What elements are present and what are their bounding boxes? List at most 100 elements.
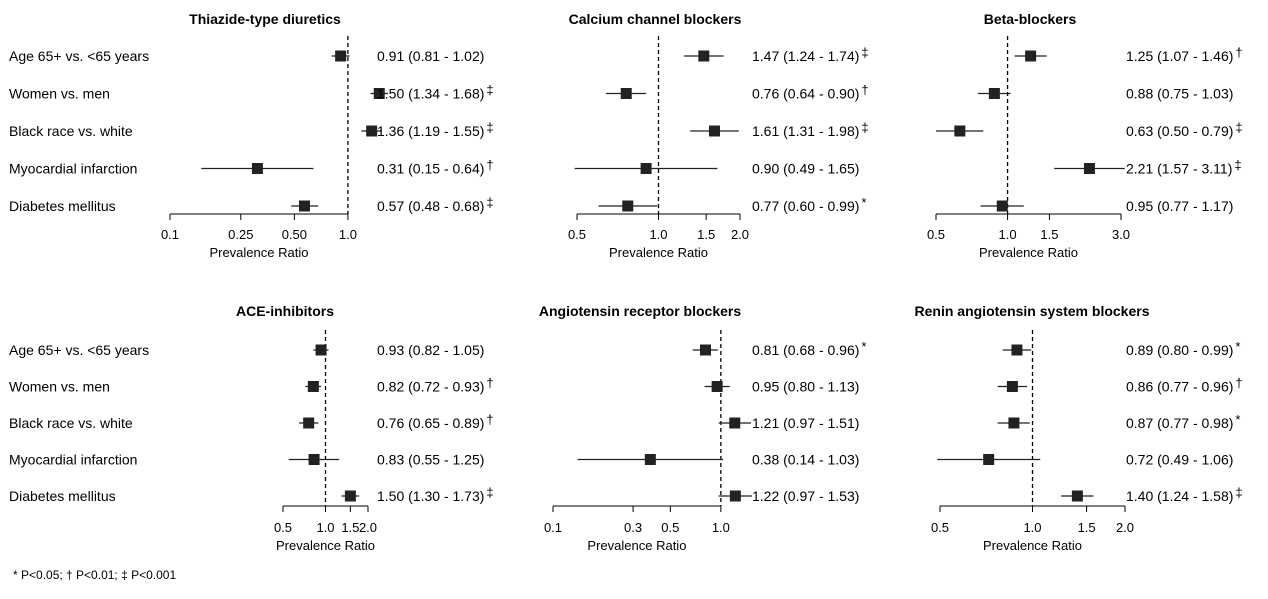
row-label: Black race vs. white bbox=[9, 123, 133, 139]
significance-marker: ‡ bbox=[861, 45, 868, 60]
significance-marker: ‡ bbox=[1235, 485, 1242, 500]
estimate-text: 1.47 (1.24 - 1.74) ‡ bbox=[752, 45, 869, 64]
estimate-text: 0.38 (0.14 - 1.03) bbox=[752, 452, 859, 468]
estimate-marker bbox=[335, 50, 347, 62]
estimate-text: 0.77 (0.60 - 0.99) * bbox=[752, 195, 866, 214]
x-tick-label: 3.0 bbox=[1112, 227, 1130, 242]
estimate-text: 1.25 (1.07 - 1.46) † bbox=[1126, 45, 1243, 64]
estimate-text: 0.95 (0.77 - 1.17) bbox=[1126, 198, 1233, 214]
x-tick-label: 2.0 bbox=[359, 520, 377, 535]
panel-title: Renin angiotensin system blockers bbox=[915, 303, 1150, 319]
estimate-marker bbox=[344, 490, 356, 502]
estimate-text: 0.82 (0.72 - 0.93) † bbox=[377, 376, 494, 395]
x-tick-label: 0.3 bbox=[624, 520, 642, 535]
estimate-marker bbox=[366, 125, 378, 137]
panel-title: Angiotensin receptor blockers bbox=[539, 303, 741, 319]
estimate-marker bbox=[1011, 344, 1023, 356]
estimate-marker bbox=[988, 88, 1000, 99]
estimate-text: 1.50 (1.30 - 1.73) ‡ bbox=[377, 485, 494, 504]
x-tick-label: 1.0 bbox=[649, 227, 667, 242]
estimate-marker bbox=[700, 344, 712, 356]
estimate-marker bbox=[298, 200, 310, 212]
estimate-marker bbox=[1083, 163, 1095, 174]
estimate-marker bbox=[620, 88, 632, 99]
estimate-text: 1.36 (1.19 - 1.55) ‡ bbox=[377, 120, 494, 139]
row-label: Black race vs. white bbox=[9, 415, 133, 431]
significance-marker: ‡ bbox=[486, 485, 493, 500]
significance-marker: * bbox=[1235, 339, 1240, 354]
x-tick-label: 0.5 bbox=[661, 520, 679, 535]
estimate-text: 0.87 (0.77 - 0.98) * bbox=[1126, 412, 1240, 431]
estimate-marker bbox=[373, 88, 385, 99]
estimate-text: 1.22 (0.97 - 1.53) bbox=[752, 488, 859, 504]
x-axis-label: Prevalence Ratio bbox=[979, 245, 1078, 260]
estimate-marker bbox=[729, 490, 741, 502]
x-tick-label: 0.1 bbox=[544, 520, 562, 535]
estimate-text: 1.50 (1.34 - 1.68) ‡ bbox=[377, 83, 494, 102]
estimate-text: 2.21 (1.57 - 3.11) ‡ bbox=[1126, 158, 1242, 177]
x-tick-label: 1.0 bbox=[316, 520, 334, 535]
estimate-marker bbox=[251, 163, 263, 174]
estimate-text: 0.83 (0.55 - 1.25) bbox=[377, 452, 484, 468]
row-label: Age 65+ vs. <65 years bbox=[9, 342, 149, 358]
estimate-text: 0.89 (0.80 - 0.99) * bbox=[1126, 339, 1240, 358]
estimate-text: 0.72 (0.49 - 1.06) bbox=[1126, 452, 1233, 468]
estimate-text: 0.76 (0.65 - 0.89) † bbox=[377, 412, 494, 431]
x-axis-label: Prevalence Ratio bbox=[587, 538, 686, 553]
x-tick-label: 1.0 bbox=[339, 227, 357, 242]
estimate-text: 0.76 (0.64 - 0.90) † bbox=[752, 83, 869, 102]
significance-marker: ‡ bbox=[1235, 120, 1242, 135]
significance-marker: ‡ bbox=[1234, 158, 1241, 173]
estimate-marker bbox=[1071, 490, 1083, 502]
significance-marker: † bbox=[1235, 45, 1242, 60]
x-tick-label: 1.0 bbox=[999, 227, 1017, 242]
significance-marker: † bbox=[486, 158, 493, 173]
estimate-marker bbox=[729, 417, 741, 429]
estimate-marker bbox=[315, 344, 327, 356]
x-tick-label: 2.0 bbox=[1116, 520, 1134, 535]
estimate-marker bbox=[708, 125, 720, 137]
panel-title: Calcium channel blockers bbox=[569, 11, 742, 27]
x-tick-label: 0.50 bbox=[282, 227, 307, 242]
estimate-text: 0.31 (0.15 - 0.64) † bbox=[377, 158, 494, 177]
estimate-text: 0.91 (0.81 - 1.02) bbox=[377, 48, 484, 64]
estimate-text: 0.88 (0.75 - 1.03) bbox=[1126, 86, 1233, 102]
estimate-marker bbox=[644, 454, 656, 465]
x-tick-label: 0.5 bbox=[927, 227, 945, 242]
estimate-marker bbox=[303, 417, 315, 429]
significance-marker: * bbox=[861, 195, 866, 210]
estimate-marker bbox=[983, 454, 995, 465]
significance-marker: ‡ bbox=[486, 120, 493, 135]
significance-marker: † bbox=[486, 376, 493, 391]
row-label: Diabetes mellitus bbox=[9, 488, 116, 504]
estimate-marker bbox=[1025, 50, 1037, 62]
x-tick-label: 1.0 bbox=[1023, 520, 1041, 535]
significance-marker: ‡ bbox=[486, 83, 493, 98]
panel-title: Beta-blockers bbox=[984, 11, 1077, 27]
row-label: Diabetes mellitus bbox=[9, 198, 116, 214]
panel-title: Thiazide-type diuretics bbox=[189, 11, 341, 27]
x-tick-label: 0.1 bbox=[161, 227, 179, 242]
estimate-marker bbox=[307, 381, 319, 392]
row-label: Myocardial infarction bbox=[9, 452, 137, 468]
x-tick-label: 0.5 bbox=[931, 520, 949, 535]
x-tick-label: 1.0 bbox=[712, 520, 730, 535]
estimate-text: 1.40 (1.24 - 1.58) ‡ bbox=[1126, 485, 1243, 504]
x-tick-label: 1.5 bbox=[1040, 227, 1058, 242]
significance-marker: * bbox=[1235, 412, 1240, 427]
significance-marker: † bbox=[1235, 376, 1242, 391]
estimate-marker bbox=[622, 200, 634, 212]
estimate-marker bbox=[954, 125, 966, 137]
estimate-text: 0.81 (0.68 - 0.96) * bbox=[752, 339, 866, 358]
estimate-marker bbox=[308, 454, 320, 465]
estimate-text: 0.95 (0.80 - 1.13) bbox=[752, 379, 859, 395]
row-label: Myocardial infarction bbox=[9, 161, 137, 177]
estimate-marker bbox=[711, 381, 723, 392]
estimate-marker bbox=[1006, 381, 1018, 392]
estimate-text: 0.57 (0.48 - 0.68) ‡ bbox=[377, 195, 494, 214]
significance-marker: † bbox=[861, 83, 868, 98]
x-tick-label: 1.5 bbox=[697, 227, 715, 242]
estimate-text: 0.63 (0.50 - 0.79) ‡ bbox=[1126, 120, 1243, 139]
estimate-text: 1.61 (1.31 - 1.98) ‡ bbox=[752, 120, 869, 139]
